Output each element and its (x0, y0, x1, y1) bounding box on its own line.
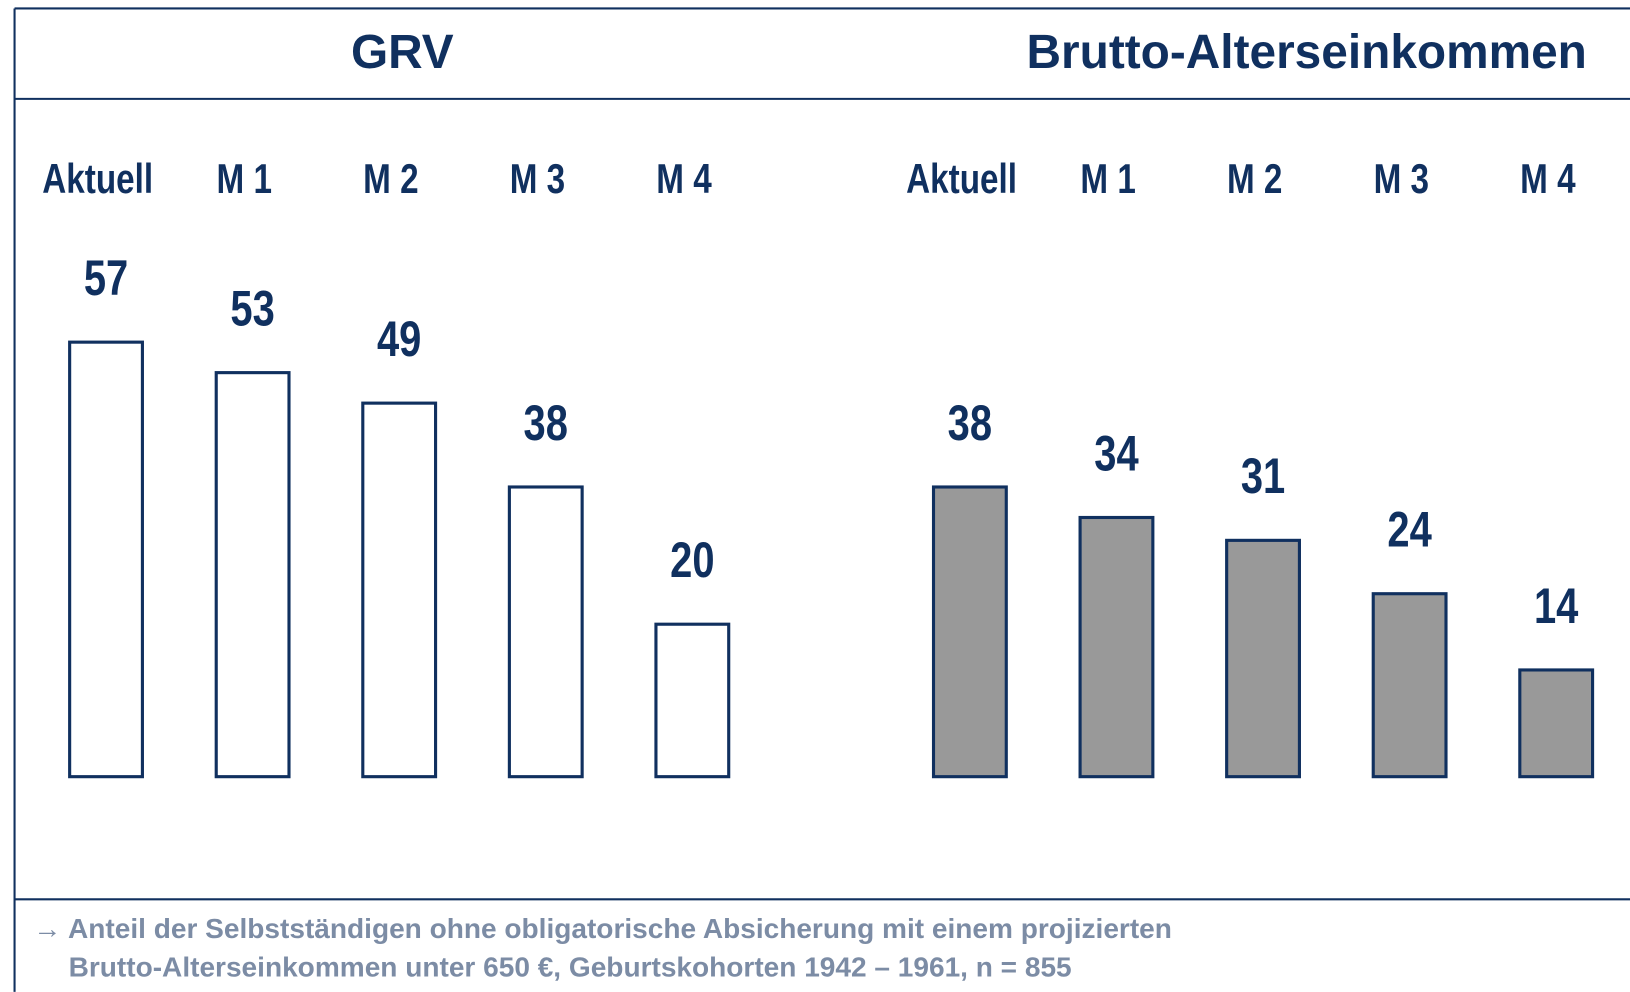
category-label: M 1 (217, 156, 272, 202)
category-label: M 3 (1374, 156, 1429, 202)
category-label: Aktuell (906, 156, 1017, 202)
value-label: 20 (670, 532, 714, 588)
value-label: 38 (948, 395, 992, 451)
value-label: 38 (524, 395, 568, 451)
category-label: Aktuell (42, 156, 153, 202)
value-label: 31 (1241, 448, 1285, 504)
footnote: → Anteil der Selbstständigen ohne obliga… (33, 913, 1172, 944)
bar (1518, 668, 1595, 779)
bar (68, 340, 144, 779)
chart-title: GRV (351, 26, 454, 79)
value-label: 57 (84, 250, 128, 306)
chart-title: Brutto-Alterseinkommen (1027, 26, 1587, 79)
category-label: M 4 (1520, 156, 1575, 202)
value-label: 24 (1387, 501, 1431, 557)
category-label: M 4 (656, 156, 711, 202)
bar (1078, 515, 1155, 779)
bar (931, 485, 1008, 779)
category-label: M 2 (363, 156, 418, 202)
bar (507, 485, 584, 779)
bar (1225, 538, 1301, 779)
bar (361, 401, 438, 779)
value-label: 14 (1534, 578, 1578, 634)
category-label: M 3 (510, 156, 565, 202)
value-label: 49 (377, 311, 421, 367)
bar (214, 371, 291, 779)
category-label: M 2 (1227, 156, 1282, 202)
value-label: 34 (1094, 425, 1138, 481)
category-label: M 1 (1080, 156, 1135, 202)
value-label: 53 (230, 280, 274, 336)
bar (654, 622, 731, 779)
bar (1371, 592, 1448, 779)
footnote: Brutto-Alterseinkommen unter 650 €, Gebu… (69, 951, 1072, 982)
